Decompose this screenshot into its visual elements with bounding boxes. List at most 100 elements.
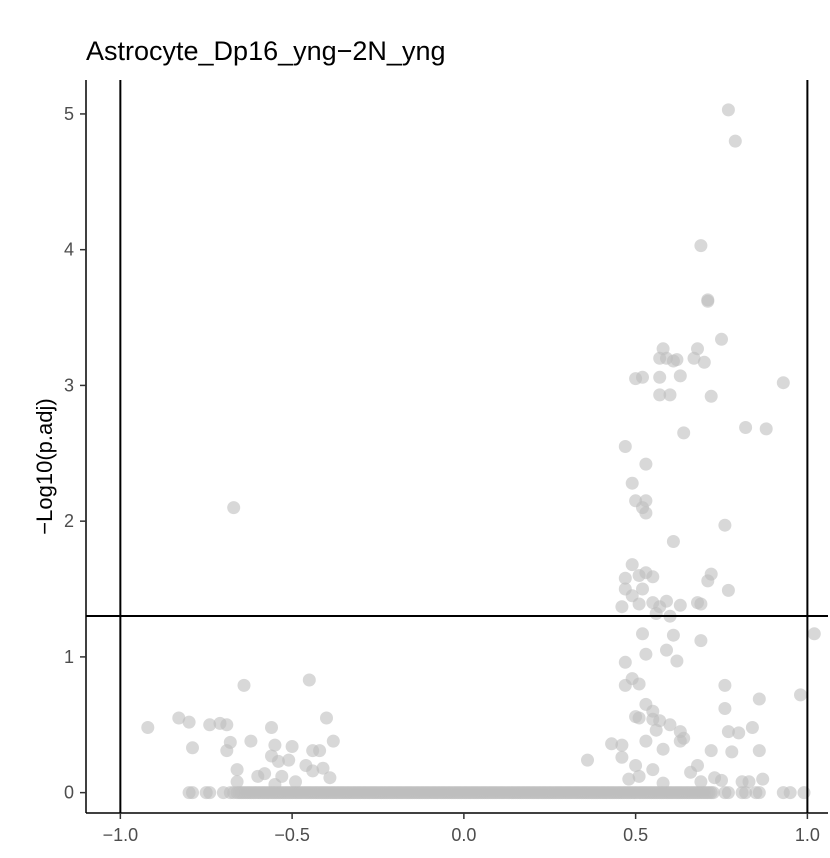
data-point bbox=[323, 771, 337, 785]
data-point bbox=[660, 643, 673, 657]
x-tick-label: −1.0 bbox=[103, 825, 139, 845]
data-point bbox=[268, 778, 282, 791]
data-point bbox=[282, 753, 296, 767]
data-point bbox=[732, 726, 746, 740]
data-point bbox=[797, 786, 811, 800]
data-point bbox=[691, 759, 704, 772]
data-point bbox=[618, 440, 632, 453]
data-point bbox=[316, 761, 330, 775]
data-point bbox=[673, 598, 687, 612]
data-point bbox=[728, 134, 742, 148]
data-point bbox=[663, 388, 677, 402]
data-point bbox=[776, 376, 790, 390]
data-point bbox=[687, 351, 701, 365]
data-point bbox=[725, 745, 739, 759]
data-point bbox=[625, 476, 639, 490]
data-point bbox=[615, 738, 629, 752]
data-point bbox=[666, 628, 680, 642]
data-point bbox=[646, 570, 660, 584]
data-point bbox=[271, 754, 285, 768]
data-point bbox=[646, 763, 660, 777]
data-point bbox=[706, 786, 720, 800]
data-point bbox=[739, 421, 753, 434]
y-tick-label: 4 bbox=[64, 240, 74, 260]
data-point bbox=[694, 239, 708, 253]
data-point bbox=[721, 725, 735, 739]
data-point bbox=[783, 786, 797, 800]
data-point bbox=[186, 741, 199, 755]
data-point bbox=[694, 775, 708, 789]
data-point bbox=[653, 370, 667, 384]
data-point bbox=[636, 370, 649, 384]
data-point bbox=[649, 607, 663, 620]
data-point bbox=[677, 426, 691, 440]
data-point bbox=[622, 772, 636, 786]
data-point bbox=[666, 535, 680, 548]
data-point bbox=[656, 742, 670, 756]
data-point bbox=[704, 389, 718, 403]
data-point bbox=[718, 702, 732, 715]
data-point bbox=[618, 655, 632, 669]
data-point bbox=[752, 744, 766, 758]
data-point bbox=[265, 721, 278, 734]
chart-title: Astrocyte_Dp16_yng−2N_yng bbox=[86, 36, 445, 66]
data-point bbox=[141, 721, 155, 734]
data-point bbox=[701, 294, 715, 308]
data-point bbox=[632, 711, 646, 725]
data-point bbox=[673, 369, 687, 383]
data-point bbox=[625, 558, 639, 572]
data-point bbox=[230, 775, 244, 789]
data-point bbox=[794, 688, 807, 702]
data-point bbox=[258, 767, 272, 781]
y-axis-title: −Log10(p.adj) bbox=[32, 398, 57, 534]
data-point bbox=[745, 721, 759, 734]
data-point bbox=[618, 678, 632, 692]
data-point bbox=[663, 718, 677, 732]
data-point bbox=[807, 627, 821, 641]
data-point bbox=[639, 506, 653, 520]
x-tick-label: 1.0 bbox=[795, 825, 820, 845]
data-point bbox=[718, 678, 732, 692]
data-point bbox=[237, 678, 251, 692]
data-point bbox=[694, 634, 708, 648]
data-point bbox=[615, 600, 629, 614]
data-point bbox=[182, 715, 196, 729]
data-point bbox=[666, 354, 680, 368]
data-point bbox=[653, 388, 667, 402]
data-point bbox=[656, 776, 670, 790]
data-point bbox=[752, 692, 766, 706]
data-point bbox=[649, 723, 663, 737]
data-point bbox=[721, 103, 735, 117]
data-point bbox=[203, 786, 217, 800]
x-tick-label: 0.0 bbox=[451, 825, 476, 845]
data-point bbox=[220, 744, 234, 758]
data-point bbox=[326, 734, 340, 748]
data-point bbox=[660, 594, 673, 608]
data-point bbox=[697, 355, 711, 369]
y-tick-label: 0 bbox=[64, 783, 74, 803]
data-point bbox=[289, 775, 302, 789]
data-point bbox=[742, 775, 756, 789]
data-point bbox=[701, 574, 715, 588]
data-point bbox=[230, 763, 244, 777]
data-point bbox=[639, 734, 653, 748]
data-point bbox=[172, 711, 186, 725]
data-point bbox=[639, 647, 653, 661]
data-point bbox=[715, 773, 728, 787]
data-point bbox=[636, 582, 649, 596]
data-point bbox=[268, 738, 282, 752]
data-point bbox=[721, 786, 735, 800]
data-point bbox=[629, 759, 643, 772]
data-point bbox=[581, 753, 594, 767]
y-tick-label: 5 bbox=[64, 104, 74, 124]
data-point bbox=[227, 786, 241, 800]
data-point bbox=[632, 769, 646, 783]
data-point bbox=[739, 786, 753, 800]
y-tick-label: 1 bbox=[64, 647, 74, 667]
data-point bbox=[704, 744, 718, 758]
data-point bbox=[694, 597, 708, 611]
y-tick-label: 2 bbox=[64, 511, 74, 531]
axes: 0 1 2 3 4 5 −1.0 −0.5 0.0 0.5 1.0 bbox=[64, 80, 828, 845]
data-point bbox=[615, 750, 629, 764]
